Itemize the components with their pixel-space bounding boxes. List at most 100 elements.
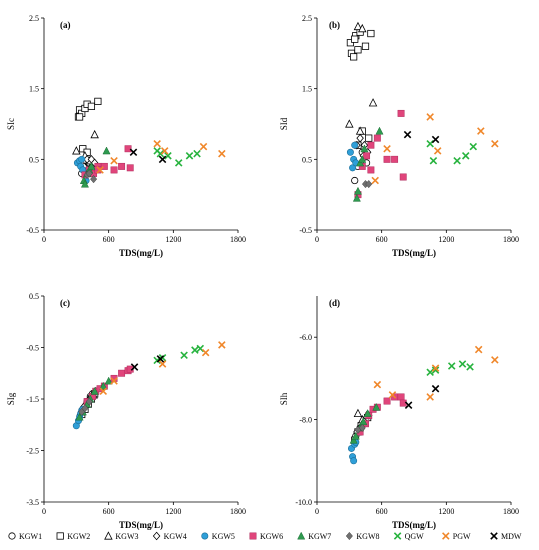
data-point-mdw — [403, 130, 412, 139]
data-point-pgw — [218, 149, 226, 158]
legend-label: KGW6 — [260, 532, 283, 541]
data-point-pgw — [477, 127, 485, 135]
series-pgw — [371, 113, 499, 185]
data-point-kgw5 — [346, 148, 354, 156]
series-kgw3 — [345, 21, 378, 135]
legend-item-kgw8: KGW8 — [345, 531, 380, 541]
series-kgw6 — [354, 109, 407, 199]
data-point-kgw6 — [118, 369, 126, 377]
data-point-qgw — [193, 149, 201, 158]
data-point-kgw7 — [102, 146, 111, 155]
data-point-kgw7 — [349, 435, 358, 444]
data-point-pgw — [383, 144, 391, 153]
data-point-kgw7 — [80, 179, 89, 188]
data-point-kgw5 — [349, 164, 357, 172]
legend-item-kgw4: KGW4 — [152, 531, 187, 541]
y-tick-label: -0.5 — [26, 226, 39, 235]
legend-label: KGW4 — [164, 532, 187, 541]
y-tick-label: -6.0 — [299, 333, 312, 342]
chart-panel-2: 0 600 1200 1800 -0.5 0.5 1.5 2.5 TDS(mg/L) SId (b) — [279, 14, 519, 258]
data-point-pgw — [96, 166, 104, 174]
x-tick-label: 1800 — [503, 507, 519, 516]
data-point-pgw — [110, 156, 118, 165]
data-point-kgw6 — [124, 145, 132, 153]
data-point-mdw — [431, 135, 440, 144]
series-mdw — [129, 148, 167, 164]
data-point-kgw4 — [356, 133, 364, 143]
data-point-kgw2 — [87, 102, 96, 110]
data-point-kgw6 — [118, 162, 126, 170]
data-point-pgw — [388, 391, 397, 399]
data-point-kgw6 — [367, 166, 375, 174]
series-kgw1 — [351, 148, 371, 185]
data-point-qgw — [431, 366, 440, 374]
legend-item-kgw7: KGW7 — [297, 531, 331, 541]
data-point-mdw — [404, 401, 413, 409]
data-point-kgw7 — [352, 193, 361, 202]
y-tick-label: -0.5 — [299, 226, 312, 235]
x-tick-label: 600 — [103, 235, 115, 244]
data-point-kgw2 — [94, 97, 102, 105]
data-point-kgw8 — [365, 179, 373, 189]
series-kgw2 — [74, 97, 102, 156]
data-point-kgw6 — [391, 155, 399, 163]
data-point-pgw — [426, 393, 434, 401]
chart-panel-1: 0 600 1200 1800 -0.5 0.5 1.5 2.5 TDS(mg/L) SIc (a) — [6, 14, 246, 258]
legend-marker-mdw — [490, 532, 498, 540]
data-point-kgw7 — [99, 381, 108, 390]
data-point-kgw7 — [87, 162, 96, 170]
data-point-kgw5 — [351, 141, 359, 149]
data-point-kgw3 — [358, 23, 367, 33]
data-point-kgw2 — [361, 42, 370, 50]
x-tick-label: 0 — [42, 507, 46, 516]
data-point-pgw — [373, 380, 382, 389]
y-axis-label: SIg — [6, 392, 16, 405]
series-pgw — [96, 140, 226, 174]
data-point-pgw — [158, 360, 167, 368]
x-tick-label: 1200 — [438, 507, 454, 516]
legend-marker-kgw2 — [56, 532, 64, 540]
data-point-qgw — [453, 156, 461, 165]
data-point-qgw — [180, 351, 188, 359]
legend-item-kgw5: KGW5 — [201, 532, 235, 541]
data-point-kgw6 — [397, 109, 405, 117]
data-point-kgw8 — [85, 397, 93, 406]
data-point-kgw5 — [78, 155, 86, 163]
data-point-kgw7 — [363, 409, 372, 417]
data-point-kgw1 — [351, 176, 359, 185]
data-point-qgw — [466, 363, 474, 371]
data-point-kgw7 — [358, 154, 367, 163]
x-tick-label: 1800 — [503, 235, 519, 244]
y-tick-label: 1.5 — [29, 85, 39, 94]
series-qgw — [426, 140, 478, 165]
legend-marker-kgw4 — [152, 531, 161, 541]
data-point-kgw2 — [365, 134, 373, 142]
x-tick-label: 0 — [315, 235, 319, 244]
x-tick-label: 1800 — [230, 235, 246, 244]
data-point-kgw3 — [72, 146, 81, 155]
legend-label: KGW1 — [19, 532, 42, 541]
data-point-qgw — [185, 152, 194, 160]
data-point-pgw — [199, 142, 208, 151]
data-point-kgw6 — [110, 166, 118, 174]
data-point-pgw — [99, 387, 108, 396]
data-point-kgw6 — [363, 152, 371, 160]
x-axis-label: TDS(mg/L) — [392, 520, 436, 530]
data-point-mdw — [158, 155, 167, 164]
series-kgw7 — [349, 402, 381, 444]
x-axis-label: TDS(mg/L) — [119, 520, 163, 530]
x-tick-label: 600 — [376, 507, 388, 516]
data-point-pgw — [431, 364, 440, 372]
series-mdw — [404, 384, 440, 409]
series-kgw8 — [78, 397, 93, 416]
data-point-kgw7 — [90, 386, 99, 395]
data-point-kgw6 — [367, 141, 375, 149]
data-point-qgw — [447, 362, 456, 370]
data-point-kgw7 — [351, 431, 360, 440]
series-kgw8 — [354, 423, 366, 434]
x-tick-label: 600 — [103, 507, 115, 516]
data-point-kgw3 — [353, 408, 363, 418]
data-point-pgw — [110, 377, 118, 385]
data-point-kgw7 — [104, 376, 113, 385]
